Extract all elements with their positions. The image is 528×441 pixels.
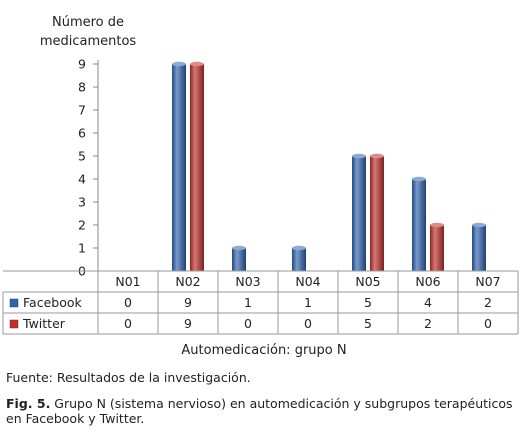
legend-label-twitter: Twitter <box>22 316 66 331</box>
bar-body <box>352 156 366 271</box>
bar-facebook-n03 <box>232 245 246 271</box>
table-value-twitter: 5 <box>364 316 372 331</box>
y-axis-label-line-1: Número de <box>52 15 124 30</box>
table-value-twitter: 0 <box>124 316 132 331</box>
figure-caption: Fig. 5. Grupo N (sistema nervioso) en au… <box>6 396 516 426</box>
bar-twitter-n02 <box>190 61 204 271</box>
bar-facebook-n07 <box>472 222 486 271</box>
x-category-label: N01 <box>115 274 140 289</box>
y-axis-label-line-2: medicamentos <box>40 34 137 49</box>
legend-label-facebook: Facebook <box>23 295 82 310</box>
x-category-label: N04 <box>295 274 320 289</box>
figure-caption-text: Grupo N (sistema nervioso) en automedica… <box>6 396 513 426</box>
table-value-twitter: 2 <box>424 316 432 331</box>
bar-twitter-n06 <box>430 222 444 271</box>
x-category-label: N03 <box>235 274 260 289</box>
source-note: Fuente: Resultados de la investigación. <box>6 370 251 385</box>
data-table: N01 N02 N03 N04 N05 N06 N07 Facebook 0 9 1 1 5 4 2 Twit… <box>2 270 519 335</box>
y-tick-label: 2 <box>78 218 86 233</box>
bar-facebook-n04 <box>292 245 306 271</box>
bar-body <box>370 156 384 271</box>
bar-top <box>370 153 384 159</box>
bar-body <box>190 64 204 271</box>
table-value-twitter: 0 <box>244 316 252 331</box>
bar-facebook-n06 <box>412 176 426 271</box>
x-axis-label: Automedicación: grupo N <box>181 343 347 358</box>
table-value-facebook: 4 <box>424 295 432 310</box>
bar-top <box>292 245 306 251</box>
bar-facebook-n05 <box>352 153 366 271</box>
chart-area: Número de medicamentos 0 1 2 3 4 5 6 7 8 9 N01 N02… <box>2 15 519 335</box>
bar-top <box>430 222 444 228</box>
bar-top <box>172 61 186 67</box>
table-value-facebook: 5 <box>364 295 372 310</box>
x-category-label: N02 <box>175 274 200 289</box>
table-value-twitter: 9 <box>184 316 192 331</box>
x-category-label: N07 <box>475 274 500 289</box>
table-value-facebook: 1 <box>304 295 312 310</box>
y-tick-label: 8 <box>78 80 86 95</box>
bar-body <box>430 225 444 271</box>
bar-body <box>292 248 306 271</box>
bar-facebook-n02 <box>172 61 186 271</box>
x-category-label: N06 <box>415 274 440 289</box>
y-tick-label: 4 <box>78 172 86 187</box>
y-tick-label: 1 <box>78 241 86 256</box>
table-value-twitter: 0 <box>484 316 492 331</box>
bar-top <box>190 61 204 67</box>
table-value-facebook: 0 <box>124 295 132 310</box>
table-value-facebook: 1 <box>244 295 252 310</box>
table-value-twitter: 0 <box>304 316 312 331</box>
x-category-label: N05 <box>355 274 380 289</box>
y-tick-label: 6 <box>78 126 86 141</box>
table-value-facebook: 2 <box>484 295 492 310</box>
bar-top <box>412 176 426 182</box>
y-tick-label: 7 <box>78 103 86 118</box>
figure-caption-label: Fig. 5. <box>6 396 51 411</box>
table-value-facebook: 9 <box>184 295 192 310</box>
bar-top <box>472 222 486 228</box>
legend-swatch-twitter <box>9 319 19 329</box>
bar-body <box>232 248 246 271</box>
bar-top <box>232 245 246 251</box>
y-tick-label: 9 <box>78 57 86 72</box>
bar-body <box>472 225 486 271</box>
y-tick-label: 3 <box>78 195 86 210</box>
y-tick-label: 5 <box>78 149 86 164</box>
bar-top <box>352 153 366 159</box>
bar-body <box>412 179 426 271</box>
bar-twitter-n05 <box>370 153 384 271</box>
bars <box>172 61 486 271</box>
legend-swatch-facebook <box>9 298 19 308</box>
bar-body <box>172 64 186 271</box>
